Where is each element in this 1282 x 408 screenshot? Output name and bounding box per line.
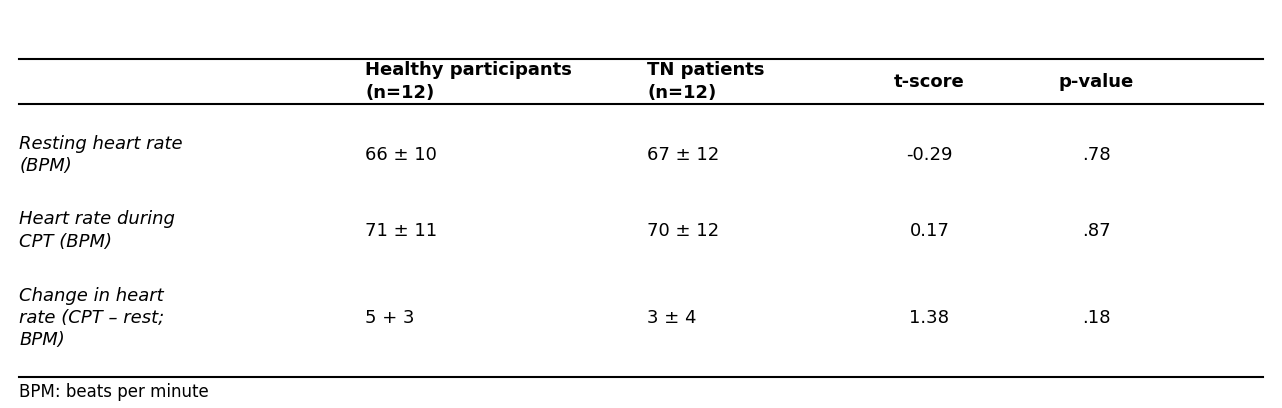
Text: t-score: t-score xyxy=(894,73,965,91)
Text: p-value: p-value xyxy=(1059,73,1133,91)
Text: Change in heart
rate (CPT – rest;
BPM): Change in heart rate (CPT – rest; BPM) xyxy=(19,287,164,349)
Text: 3 ± 4: 3 ± 4 xyxy=(647,309,697,327)
Text: -0.29: -0.29 xyxy=(906,146,953,164)
Text: Resting heart rate
(BPM): Resting heart rate (BPM) xyxy=(19,135,183,175)
Text: 1.38: 1.38 xyxy=(909,309,950,327)
Text: 0.17: 0.17 xyxy=(909,222,950,239)
Text: .87: .87 xyxy=(1082,222,1110,239)
Text: 5 + 3: 5 + 3 xyxy=(365,309,415,327)
Text: Heart rate during
CPT (BPM): Heart rate during CPT (BPM) xyxy=(19,211,176,251)
Text: 70 ± 12: 70 ± 12 xyxy=(647,222,719,239)
Text: .18: .18 xyxy=(1082,309,1110,327)
Text: 71 ± 11: 71 ± 11 xyxy=(365,222,437,239)
Text: BPM: beats per minute: BPM: beats per minute xyxy=(19,383,209,401)
Text: .78: .78 xyxy=(1082,146,1110,164)
Text: 66 ± 10: 66 ± 10 xyxy=(365,146,437,164)
Text: Healthy participants
(n=12): Healthy participants (n=12) xyxy=(365,61,572,102)
Text: 67 ± 12: 67 ± 12 xyxy=(647,146,719,164)
Text: TN patients
(n=12): TN patients (n=12) xyxy=(647,61,765,102)
